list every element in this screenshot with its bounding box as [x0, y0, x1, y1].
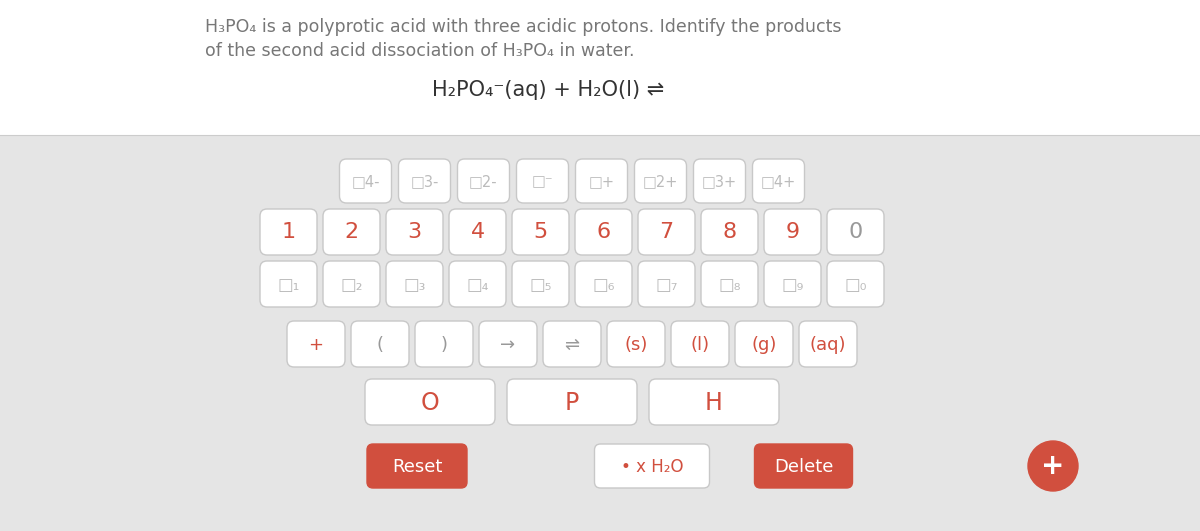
- Text: • x H₂O: • x H₂O: [620, 458, 683, 475]
- Text: +: +: [1042, 452, 1064, 481]
- FancyBboxPatch shape: [512, 209, 569, 255]
- Text: H₃PO₄ is a polyprotic acid with three acidic protons. Identify the products: H₃PO₄ is a polyprotic acid with three ac…: [205, 18, 841, 36]
- FancyBboxPatch shape: [415, 321, 473, 367]
- Text: ⇌: ⇌: [564, 336, 580, 354]
- Text: H₂PO₄⁻(aq) + H₂O(l) ⇌: H₂PO₄⁻(aq) + H₂O(l) ⇌: [432, 80, 664, 100]
- FancyBboxPatch shape: [449, 209, 506, 255]
- FancyBboxPatch shape: [0, 0, 1200, 135]
- FancyBboxPatch shape: [508, 379, 637, 425]
- FancyBboxPatch shape: [352, 321, 409, 367]
- Text: (: (: [377, 336, 384, 354]
- Text: 6: 6: [596, 222, 611, 243]
- Text: H: H: [706, 390, 722, 415]
- Text: (aq): (aq): [810, 336, 846, 354]
- FancyBboxPatch shape: [827, 209, 884, 255]
- Text: Delete: Delete: [774, 458, 833, 475]
- FancyBboxPatch shape: [594, 444, 709, 488]
- FancyBboxPatch shape: [367, 444, 467, 488]
- FancyBboxPatch shape: [260, 261, 317, 307]
- FancyBboxPatch shape: [516, 159, 569, 203]
- FancyBboxPatch shape: [512, 261, 569, 307]
- Text: □3+: □3+: [702, 174, 737, 189]
- Text: 0: 0: [848, 222, 863, 243]
- Text: □2+: □2+: [643, 174, 678, 189]
- FancyBboxPatch shape: [575, 261, 632, 307]
- Text: □⁻: □⁻: [532, 174, 553, 189]
- FancyBboxPatch shape: [764, 261, 821, 307]
- FancyBboxPatch shape: [694, 159, 745, 203]
- FancyBboxPatch shape: [764, 209, 821, 255]
- FancyBboxPatch shape: [340, 159, 391, 203]
- FancyBboxPatch shape: [827, 261, 884, 307]
- FancyBboxPatch shape: [323, 209, 380, 255]
- Text: 8: 8: [722, 222, 737, 243]
- FancyBboxPatch shape: [260, 209, 317, 255]
- FancyBboxPatch shape: [734, 321, 793, 367]
- FancyBboxPatch shape: [638, 209, 695, 255]
- Text: of the second acid dissociation of H₃PO₄ in water.: of the second acid dissociation of H₃PO₄…: [205, 42, 635, 60]
- FancyBboxPatch shape: [649, 379, 779, 425]
- FancyBboxPatch shape: [386, 209, 443, 255]
- FancyBboxPatch shape: [755, 444, 852, 488]
- FancyBboxPatch shape: [542, 321, 601, 367]
- Text: 1: 1: [282, 222, 295, 243]
- Text: □₂: □₂: [341, 276, 362, 294]
- Text: +: +: [308, 336, 324, 354]
- Text: □₇: □₇: [655, 276, 678, 294]
- Text: □₉: □₉: [781, 276, 804, 294]
- FancyBboxPatch shape: [386, 261, 443, 307]
- Circle shape: [1028, 441, 1078, 491]
- Text: □4+: □4+: [761, 174, 796, 189]
- FancyBboxPatch shape: [607, 321, 665, 367]
- Text: □₄: □₄: [467, 276, 488, 294]
- Text: (s): (s): [624, 336, 648, 354]
- FancyBboxPatch shape: [323, 261, 380, 307]
- FancyBboxPatch shape: [671, 321, 730, 367]
- Text: 7: 7: [660, 222, 673, 243]
- Text: 9: 9: [786, 222, 799, 243]
- FancyBboxPatch shape: [701, 209, 758, 255]
- FancyBboxPatch shape: [701, 261, 758, 307]
- Text: □₀: □₀: [845, 276, 866, 294]
- Text: □₁: □₁: [277, 276, 300, 294]
- FancyBboxPatch shape: [0, 135, 1200, 531]
- FancyBboxPatch shape: [575, 209, 632, 255]
- Text: 4: 4: [470, 222, 485, 243]
- FancyBboxPatch shape: [398, 159, 450, 203]
- FancyBboxPatch shape: [576, 159, 628, 203]
- Text: →: →: [500, 336, 516, 354]
- Text: □₈: □₈: [719, 276, 740, 294]
- Text: 5: 5: [533, 222, 547, 243]
- Text: O: O: [421, 390, 439, 415]
- Text: 2: 2: [344, 222, 359, 243]
- FancyBboxPatch shape: [365, 379, 496, 425]
- Text: □3-: □3-: [410, 174, 439, 189]
- Text: □2-: □2-: [469, 174, 498, 189]
- FancyBboxPatch shape: [457, 159, 510, 203]
- Text: Reset: Reset: [392, 458, 442, 475]
- Text: (l): (l): [690, 336, 709, 354]
- Text: □+: □+: [588, 174, 614, 189]
- Text: □₃: □₃: [403, 276, 426, 294]
- FancyBboxPatch shape: [287, 321, 346, 367]
- FancyBboxPatch shape: [638, 261, 695, 307]
- FancyBboxPatch shape: [635, 159, 686, 203]
- Text: P: P: [565, 390, 580, 415]
- FancyBboxPatch shape: [799, 321, 857, 367]
- Text: (g): (g): [751, 336, 776, 354]
- Text: 3: 3: [408, 222, 421, 243]
- FancyBboxPatch shape: [752, 159, 804, 203]
- Text: □₅: □₅: [529, 276, 552, 294]
- Text: □4-: □4-: [352, 174, 379, 189]
- FancyBboxPatch shape: [479, 321, 538, 367]
- FancyBboxPatch shape: [449, 261, 506, 307]
- Text: □₆: □₆: [593, 276, 614, 294]
- Text: ): ): [440, 336, 448, 354]
